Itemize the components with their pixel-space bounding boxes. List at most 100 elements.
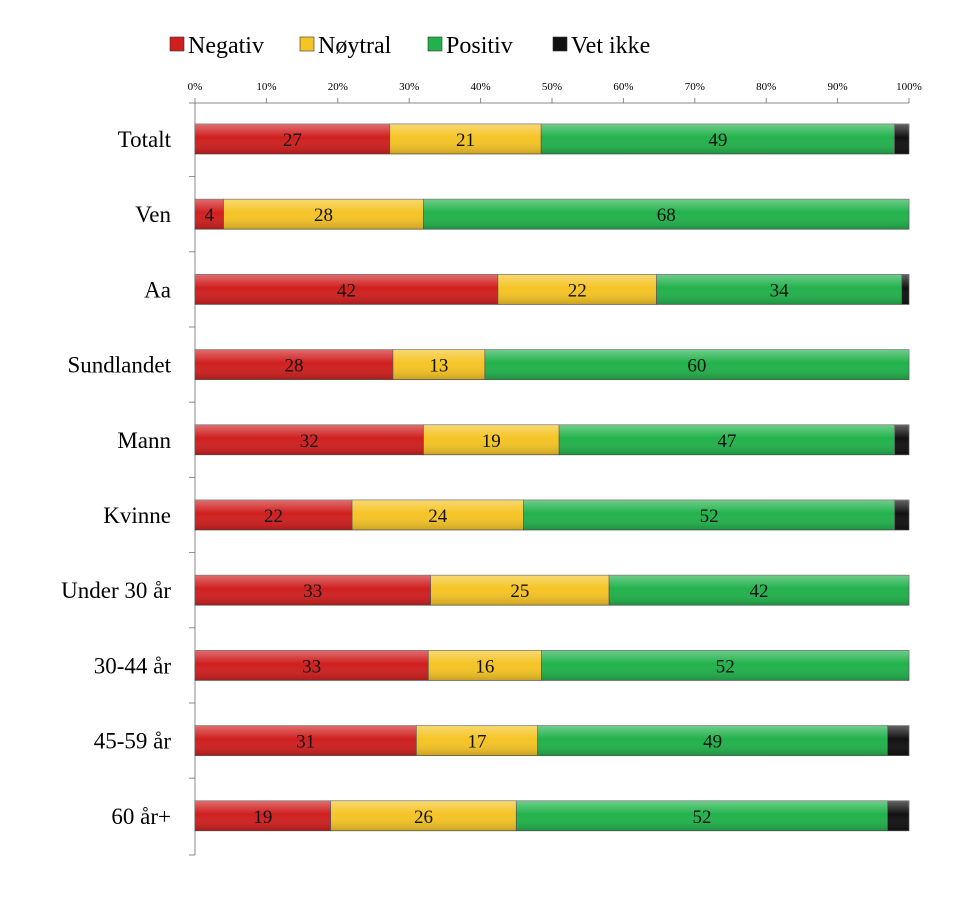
- x-tick-label: 20%: [328, 81, 348, 93]
- bar-segment-shade: [352, 500, 524, 530]
- data-label: 31: [296, 732, 315, 753]
- bar-segment-shade: [195, 800, 331, 831]
- bar-segment-shade: [423, 424, 560, 455]
- data-label: 42: [337, 280, 356, 301]
- x-tick-label: 90%: [828, 81, 848, 93]
- data-label: 52: [716, 656, 735, 677]
- bar-segment-shade: [541, 650, 909, 681]
- legend-label-1: Nøytral: [318, 33, 392, 59]
- data-label: 34: [770, 280, 790, 301]
- bar-segment-shade: [559, 424, 895, 455]
- data-label: 33: [302, 656, 321, 677]
- bar-segment-shade: [484, 349, 909, 380]
- bar-segment-shade: [428, 650, 542, 681]
- data-label: 21: [456, 130, 475, 151]
- data-label: 22: [568, 280, 587, 301]
- x-tick-label: 70%: [685, 81, 705, 93]
- bar-segment-shade: [195, 199, 224, 230]
- bar-segment-shade: [223, 199, 424, 230]
- bar-segment-shade: [195, 575, 431, 606]
- data-label: 16: [475, 656, 494, 677]
- x-tick-label: 10%: [256, 81, 276, 93]
- category-label: Sundlandet: [68, 353, 172, 378]
- legend-label-0: Negativ: [188, 33, 264, 59]
- x-tick-label: 40%: [471, 81, 491, 93]
- category-label: Under 30 år: [61, 578, 171, 603]
- bar-segment-shade: [389, 124, 542, 154]
- bar-segment-shade: [430, 575, 610, 606]
- data-label: 42: [750, 581, 769, 602]
- data-label: 49: [708, 130, 727, 151]
- data-label: 24: [428, 506, 448, 527]
- data-label: 28: [284, 356, 303, 377]
- data-label: 22: [264, 506, 283, 527]
- legend-label-3: Vet ikke: [571, 33, 650, 59]
- legend-swatch-2: [427, 36, 443, 52]
- bar-segment-shade: [523, 500, 895, 530]
- bar-segment-shade: [537, 725, 888, 756]
- bar-segment-shade: [416, 725, 538, 756]
- category-label: Mann: [117, 428, 171, 453]
- bar-segment-shade: [541, 124, 895, 154]
- bar-segment-shade: [392, 349, 485, 380]
- bar-segment-shade: [330, 800, 517, 831]
- bar-segment-shade: [901, 274, 909, 305]
- data-label: 28: [314, 205, 333, 226]
- legend-label-2: Positiv: [446, 33, 513, 59]
- data-label: 60: [687, 356, 706, 377]
- category-label: Totalt: [118, 127, 172, 152]
- bar-segment-shade: [609, 575, 909, 606]
- bar-segment-shade: [516, 800, 888, 831]
- bar-segment-shade: [894, 500, 909, 530]
- bar-segment-shade: [894, 424, 909, 455]
- bar-segment-shade: [423, 199, 909, 230]
- legend-swatch-0: [169, 36, 185, 52]
- data-label: 19: [253, 807, 272, 828]
- data-label: 68: [657, 205, 676, 226]
- data-label: 19: [482, 431, 501, 452]
- bar-segment-shade: [195, 725, 417, 756]
- data-label: 47: [717, 431, 736, 452]
- bar-segment-shade: [195, 650, 429, 681]
- x-tick-label: 100%: [896, 81, 922, 93]
- category-label: Aa: [144, 277, 171, 302]
- data-label: 13: [429, 356, 448, 377]
- data-label: 49: [703, 732, 722, 753]
- data-label: 52: [700, 506, 719, 527]
- bar-segment-shade: [195, 124, 390, 154]
- bar-segment-shade: [195, 274, 498, 305]
- bar-segment-shade: [195, 349, 393, 380]
- bar-segment-shade: [887, 725, 909, 756]
- legend-swatch-3: [552, 36, 568, 52]
- data-label: 26: [414, 807, 433, 828]
- data-label: 17: [468, 732, 487, 753]
- bar-segment-shade: [894, 124, 909, 154]
- data-label: 25: [510, 581, 529, 602]
- bar-segment-shade: [195, 424, 424, 455]
- bars: 27 21 49 4 28 68 42 22 34 28 13 60 32 19 47 22 24 52 33 25 4…: [194, 123, 910, 832]
- bar-segment-shade: [195, 500, 353, 530]
- x-tick-label: 30%: [399, 81, 419, 93]
- category-label: 45-59 år: [94, 729, 172, 754]
- x-axis: 0% 10% 20% 30% 40% 50% 60% 70% 80% 90% 100%: [188, 81, 922, 104]
- x-tick-label: 80%: [756, 81, 776, 93]
- bar-segment-shade: [656, 274, 902, 305]
- data-label: 32: [300, 431, 319, 452]
- x-tick-label: 0%: [188, 81, 203, 93]
- data-label: 27: [283, 130, 302, 151]
- y-axis: Totalt Ven Aa Sundlandet Mann Kvinne Under 30 …: [61, 102, 196, 856]
- category-label: 30-44 år: [94, 653, 172, 678]
- bar-segment-shade: [497, 274, 657, 305]
- category-label: Ven: [135, 202, 171, 227]
- bar-segment-shade: [887, 800, 909, 831]
- category-label: 60 år+: [111, 804, 171, 829]
- data-label: 4: [205, 205, 215, 226]
- legend-swatch-1: [299, 36, 315, 52]
- legend: Negativ Nøytral Positiv Vet ikke: [169, 33, 650, 59]
- data-label: 33: [303, 581, 322, 602]
- x-tick-label: 60%: [613, 81, 633, 93]
- data-label: 52: [692, 807, 711, 828]
- category-label: Kvinne: [103, 503, 171, 528]
- x-tick-label: 50%: [542, 81, 562, 93]
